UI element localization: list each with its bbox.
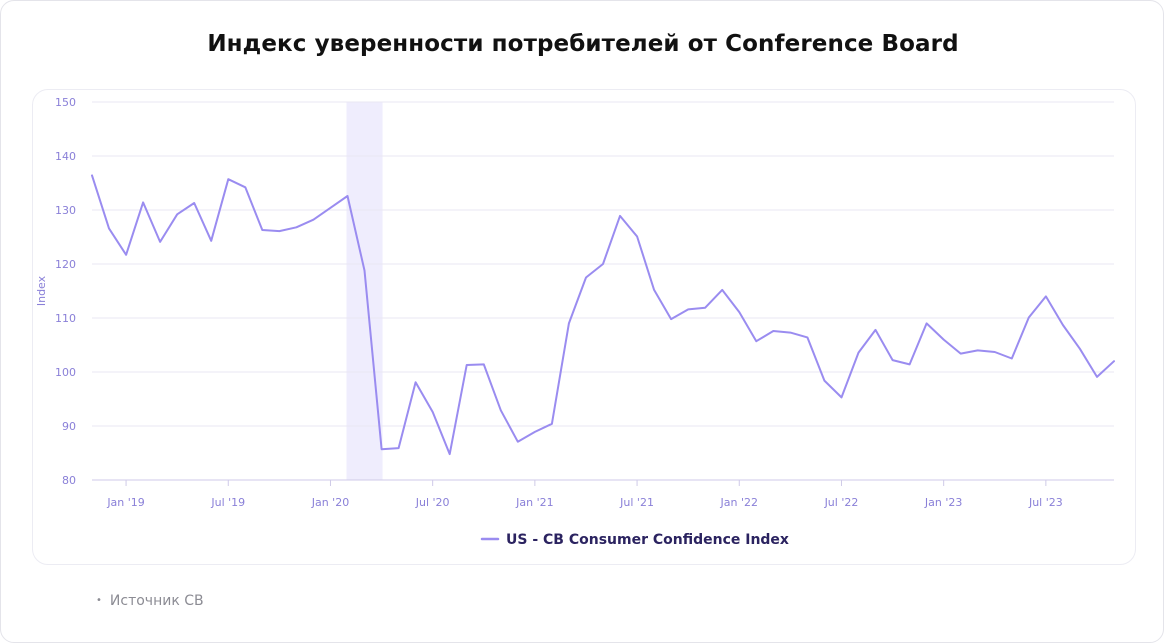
x-tick-label: Jan '22 xyxy=(720,496,758,509)
bullet-icon: • xyxy=(96,595,102,606)
y-tick-label: 120 xyxy=(55,258,76,271)
x-tick-label: Jul '21 xyxy=(619,496,654,509)
source-note: • Источник CB xyxy=(96,593,204,609)
line-chart: 80 90 100 110 120 130 140 150 Index Jan '19 Jul '… xyxy=(35,96,1115,548)
x-tick-label: Jul '23 xyxy=(1028,496,1063,509)
y-tick-label: 140 xyxy=(55,150,76,163)
x-tick-label: Jul '19 xyxy=(210,496,245,509)
source-text: Источник CB xyxy=(109,593,204,609)
y-tick-label: 90 xyxy=(62,420,76,433)
y-tick-label: 100 xyxy=(55,366,76,379)
y-tick-label: 110 xyxy=(55,312,76,325)
y-tick-label: 150 xyxy=(55,96,76,109)
x-tick-label: Jul '20 xyxy=(415,496,450,509)
x-tick-label: Jan '23 xyxy=(924,496,962,509)
chart-container: 80 90 100 110 120 130 140 150 Index Jan '19 Jul '… xyxy=(32,89,1136,565)
y-tick-label: 130 xyxy=(55,204,76,217)
x-tick-label: Jan '21 xyxy=(515,496,553,509)
legend-item-label[interactable]: US - CB Consumer Confidence Index xyxy=(506,532,789,548)
series-line xyxy=(91,174,1115,456)
x-tick-label: Jul '22 xyxy=(824,496,859,509)
recession-shade xyxy=(346,102,383,480)
x-tick-label: Jan '20 xyxy=(311,496,349,509)
y-axis-label: Index xyxy=(35,275,48,306)
x-tick-label: Jan '19 xyxy=(106,496,144,509)
page-title: Индекс уверенности потребителей от Confe… xyxy=(207,31,959,57)
y-tick-label: 80 xyxy=(62,474,76,487)
